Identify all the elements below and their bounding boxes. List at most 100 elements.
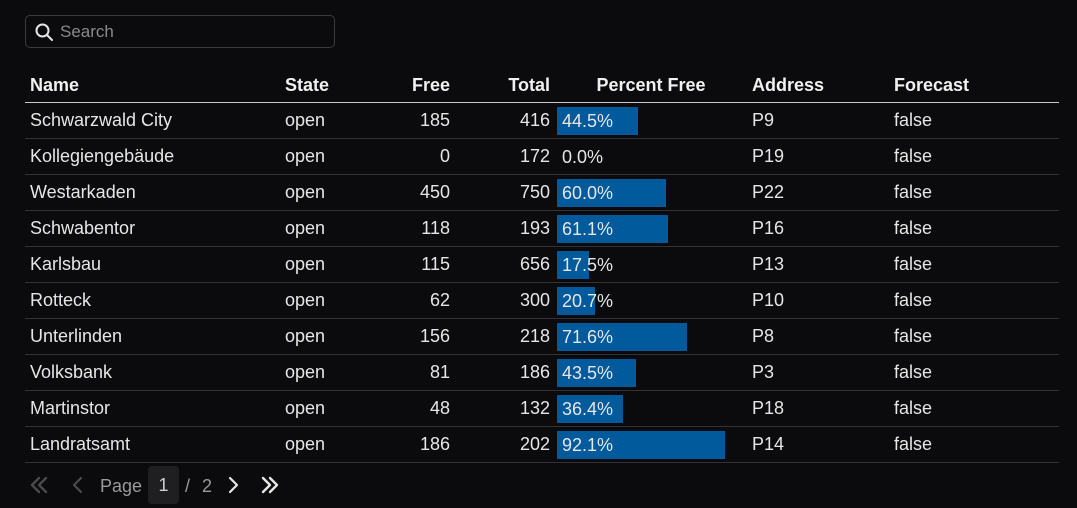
cell-total: 186 — [455, 354, 555, 391]
cell-free: 62 — [370, 282, 455, 319]
cell-name: Schwarzwald City — [25, 102, 280, 139]
cell-address: P10 — [747, 282, 889, 319]
cell-address: P9 — [747, 102, 889, 139]
cell-forecast: false — [889, 102, 1059, 139]
cell-state: open — [280, 174, 370, 211]
cell-free: 81 — [370, 354, 455, 391]
percent-bar — [557, 106, 638, 135]
cell-total: 750 — [455, 174, 555, 211]
cell-state: open — [280, 246, 370, 283]
cell-forecast: false — [889, 318, 1059, 355]
cell-percent-free: 61.1% — [555, 210, 747, 247]
cell-forecast: false — [889, 246, 1059, 283]
pagination: Page 1 / 2 — [25, 466, 325, 504]
first-page-icon[interactable] — [28, 474, 50, 496]
cell-percent-free: 0.0% — [555, 138, 747, 175]
percent-bar-wrapper: 44.5% — [557, 106, 727, 135]
cell-address: P8 — [747, 318, 889, 355]
cell-forecast: false — [889, 174, 1059, 211]
cell-free: 186 — [370, 426, 455, 463]
percent-bar-wrapper: 60.0% — [557, 178, 727, 207]
column-header-total[interactable]: Total — [455, 69, 555, 103]
previous-page-icon[interactable] — [67, 474, 89, 496]
cell-percent-free: 36.4% — [555, 390, 747, 427]
cell-address: P14 — [747, 426, 889, 463]
percent-bar — [557, 286, 595, 315]
cell-name: Karlsbau — [25, 246, 280, 283]
percent-bar-wrapper: 43.5% — [557, 358, 727, 387]
cell-name: Westarkaden — [25, 174, 280, 211]
page-label: Page — [100, 476, 143, 496]
table-row: Schwarzwald City open 185 416 44.5% P9 false — [25, 102, 1059, 139]
percent-label: 17.5% — [562, 254, 614, 275]
cell-state: open — [280, 426, 370, 463]
column-header-name[interactable]: Name — [25, 69, 280, 103]
cell-address: P13 — [747, 246, 889, 283]
cell-total: 132 — [455, 390, 555, 427]
percent-bar — [557, 358, 637, 387]
percent-bar-wrapper: 92.1% — [557, 430, 727, 459]
last-page-icon[interactable] — [259, 474, 281, 496]
cell-free: 118 — [370, 210, 455, 247]
percent-label: 36.4% — [562, 398, 614, 419]
percent-bar-wrapper: 71.6% — [557, 322, 727, 351]
percent-bar — [557, 178, 667, 207]
cell-state: open — [280, 210, 370, 247]
cell-state: open — [280, 318, 370, 355]
table-row: Volksbank open 81 186 43.5% P3 false — [25, 354, 1059, 391]
cell-free: 156 — [370, 318, 455, 355]
table-row: Landratsamt open 186 202 92.1% P14 false — [25, 426, 1059, 463]
cell-percent-free: 71.6% — [555, 318, 747, 355]
parking-table: Name State Free Total Percent Free Addre… — [25, 69, 1059, 463]
table-row: Schwabentor open 118 193 61.1% P16 false — [25, 210, 1059, 247]
cell-percent-free: 43.5% — [555, 354, 747, 391]
search-icon — [35, 23, 53, 41]
cell-percent-free: 44.5% — [555, 102, 747, 139]
percent-label: 43.5% — [562, 362, 614, 383]
column-header-percent-free[interactable]: Percent Free — [555, 69, 747, 103]
cell-name: Schwabentor — [25, 210, 280, 247]
search-box[interactable] — [25, 15, 335, 48]
cell-name: Landratsamt — [25, 426, 280, 463]
column-header-address[interactable]: Address — [747, 69, 889, 103]
cell-free: 450 — [370, 174, 455, 211]
cell-total: 656 — [455, 246, 555, 283]
cell-total: 416 — [455, 102, 555, 139]
percent-bar — [557, 250, 589, 279]
cell-state: open — [280, 390, 370, 427]
cell-forecast: false — [889, 390, 1059, 427]
table-row: Unterlinden open 156 218 71.6% P8 false — [25, 318, 1059, 355]
cell-name: Unterlinden — [25, 318, 280, 355]
cell-forecast: false — [889, 138, 1059, 175]
table-row: Westarkaden open 450 750 60.0% P22 false — [25, 174, 1059, 211]
column-header-forecast[interactable]: Forecast — [889, 69, 1059, 103]
percent-bar-wrapper: 36.4% — [557, 394, 727, 423]
percent-label: 61.1% — [562, 218, 614, 239]
cell-total: 172 — [455, 138, 555, 175]
cell-percent-free: 60.0% — [555, 174, 747, 211]
cell-free: 115 — [370, 246, 455, 283]
percent-bar-wrapper: 61.1% — [557, 214, 727, 243]
cell-state: open — [280, 282, 370, 319]
column-header-free[interactable]: Free — [370, 69, 455, 103]
cell-address: P19 — [747, 138, 889, 175]
cell-percent-free: 20.7% — [555, 282, 747, 319]
next-page-icon[interactable] — [222, 474, 244, 496]
column-header-state[interactable]: State — [280, 69, 370, 103]
cell-state: open — [280, 138, 370, 175]
cell-name: Rotteck — [25, 282, 280, 319]
cell-total: 218 — [455, 318, 555, 355]
percent-label: 0.0% — [562, 146, 604, 167]
cell-total: 300 — [455, 282, 555, 319]
cell-forecast: false — [889, 426, 1059, 463]
cell-address: P18 — [747, 390, 889, 427]
search-input[interactable] — [60, 16, 330, 47]
table-row: Rotteck open 62 300 20.7% P10 false — [25, 282, 1059, 319]
page-number-input[interactable]: 1 — [148, 466, 179, 504]
percent-label: 20.7% — [562, 290, 614, 311]
cell-address: P3 — [747, 354, 889, 391]
cell-state: open — [280, 102, 370, 139]
percent-label: 60.0% — [562, 182, 614, 203]
cell-address: P16 — [747, 210, 889, 247]
percent-bar — [557, 394, 624, 423]
